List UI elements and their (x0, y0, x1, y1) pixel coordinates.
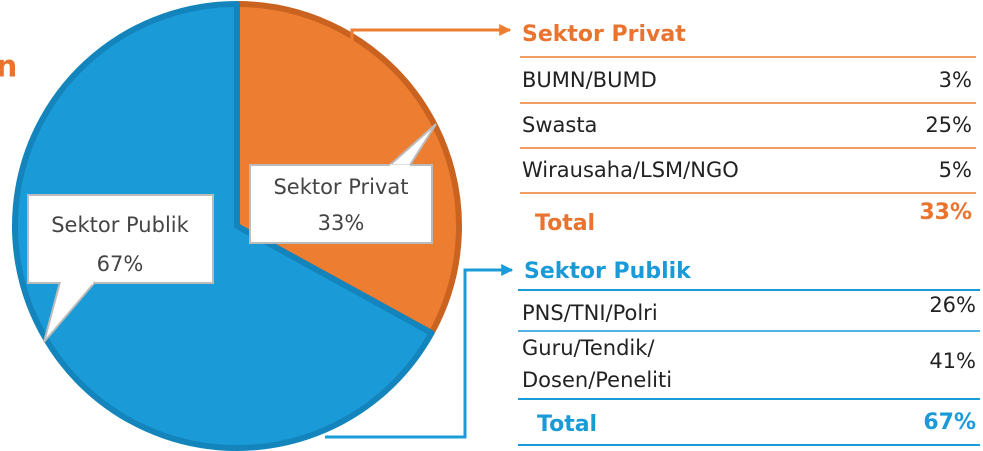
table-title: Sektor Privat (522, 22, 686, 47)
table: Sektor Publik PNS/TNI/Polri 26% Guru/Ten… (518, 259, 980, 446)
slice-label: 33% (318, 211, 365, 235)
cell: 41% (929, 349, 976, 373)
cell: BUMN/BUMD (522, 68, 657, 92)
cell: PNS/TNI/Polri (522, 301, 658, 325)
slice-name: Sektor Privat (273, 175, 408, 199)
table: Sektor Privat BUMN/BUMD 3% Swasta 25% Wi… (520, 22, 976, 236)
cell: Wirausaha/LSM/NGO (522, 158, 739, 182)
callout (27, 194, 214, 284)
callout (249, 123, 437, 244)
title-fragment: n (0, 50, 17, 85)
cell: Guru/Tendik/ (522, 336, 655, 360)
total-label: Total (535, 211, 595, 236)
cell: 3% (939, 68, 972, 92)
connector (325, 264, 514, 439)
table-title: Sektor Publik (524, 259, 692, 284)
cell: 5% (939, 158, 972, 182)
slice-name: Sektor Publik (51, 213, 189, 237)
cell: 25% (925, 113, 972, 137)
total-value: 33% (919, 200, 972, 225)
total-label: Total (537, 412, 597, 437)
cell: Swasta (522, 113, 597, 137)
connector (350, 24, 512, 42)
slice-label: 67% (97, 252, 144, 276)
total-value: 67% (923, 410, 976, 435)
cell: Dosen/Peneliti (522, 368, 672, 392)
callout-tail (43, 281, 96, 343)
cell: 26% (929, 293, 976, 317)
